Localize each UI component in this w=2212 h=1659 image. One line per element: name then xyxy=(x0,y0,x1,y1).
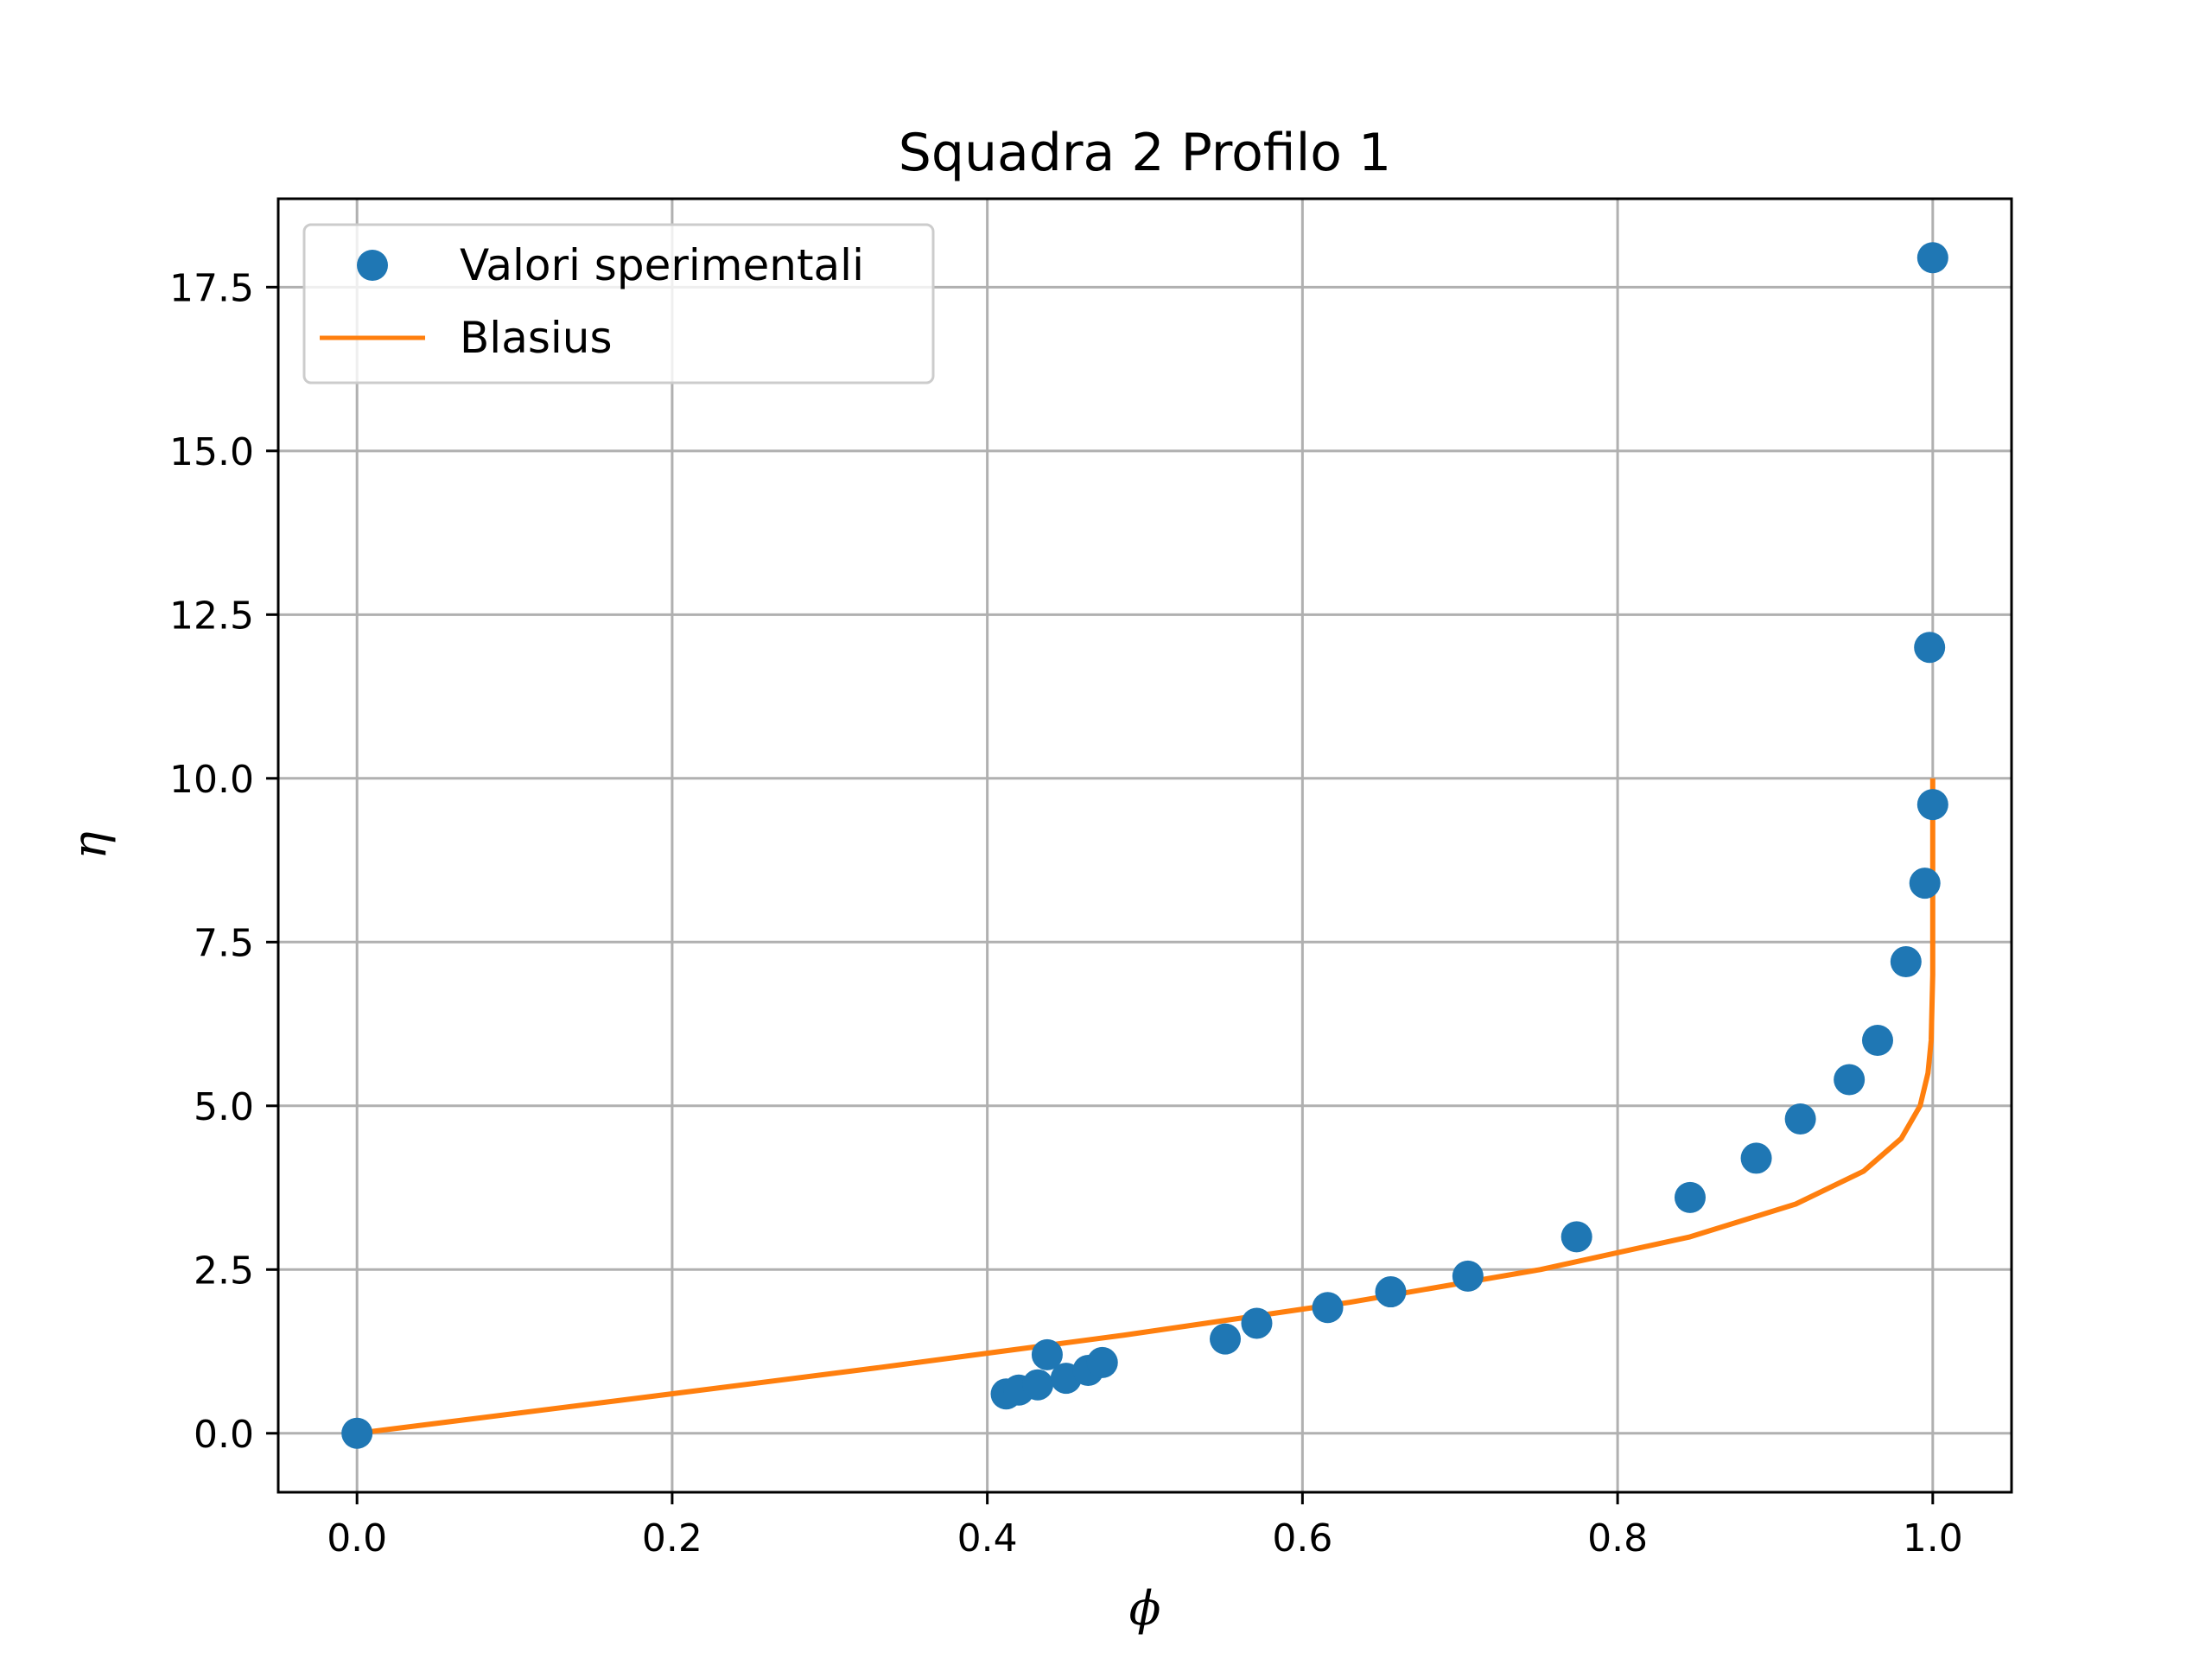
data-point xyxy=(1914,632,1946,664)
plot-frame xyxy=(276,197,2013,1494)
data-point xyxy=(1909,868,1941,899)
data-point xyxy=(1086,1346,1118,1378)
data-point xyxy=(1784,1103,1816,1135)
data-point xyxy=(1916,242,1948,274)
x-axis-label: ϕ xyxy=(1129,1581,1161,1636)
y-tick-label: 10.0 xyxy=(169,758,254,802)
grid xyxy=(278,199,2012,1492)
legend-label-blasius: Blasius xyxy=(460,313,613,363)
data-point xyxy=(341,1417,373,1449)
data-point xyxy=(1452,1260,1484,1292)
data-point xyxy=(1031,1338,1063,1370)
point-layer xyxy=(341,242,1948,1449)
x-tick-label: 0.0 xyxy=(327,1516,387,1560)
y-tick-label: 15.0 xyxy=(169,430,254,474)
data-point xyxy=(1375,1276,1407,1308)
y-tick-label: 17.5 xyxy=(169,266,254,310)
legend-marker-valori-sperimentali xyxy=(357,250,388,281)
y-tick-label: 2.5 xyxy=(194,1249,254,1293)
y-axis-ticks: 0.0 2.5 5.0 7.5 10.0 12.5 15.0 17.5 xyxy=(169,266,278,1457)
x-axis-ticks: 0.0 0.2 0.4 0.6 0.8 1.0 xyxy=(327,1492,1963,1560)
y-tick-label: 12.5 xyxy=(169,594,254,638)
line-layer xyxy=(356,778,1936,1436)
data-point xyxy=(1560,1221,1592,1253)
plot-area xyxy=(278,199,2012,1492)
data-point xyxy=(1740,1142,1772,1174)
data-point xyxy=(1210,1323,1242,1355)
series-line-blasius xyxy=(356,778,1936,1436)
data-point xyxy=(1312,1292,1344,1324)
data-point xyxy=(1861,1024,1893,1056)
x-tick-label: 0.4 xyxy=(957,1516,1018,1560)
legend-box xyxy=(302,223,935,385)
x-tick-label: 1.0 xyxy=(1903,1516,1963,1560)
x-tick-label: 0.6 xyxy=(1272,1516,1332,1560)
y-tick-label: 7.5 xyxy=(194,921,254,965)
data-point xyxy=(1021,1369,1053,1401)
data-point xyxy=(1241,1307,1273,1339)
legend: Valori sperimentali Blasius xyxy=(302,223,935,385)
data-point xyxy=(1890,946,1922,978)
x-tick-label: 0.8 xyxy=(1587,1516,1648,1560)
legend-label-valori-sperimentali: Valori sperimentali xyxy=(460,240,864,290)
chart-title: Squadra 2 Profilo 1 xyxy=(899,123,1391,183)
data-point xyxy=(1674,1181,1706,1213)
data-point xyxy=(1834,1064,1866,1096)
x-tick-label: 0.2 xyxy=(642,1516,702,1560)
y-axis-label: η xyxy=(62,831,117,859)
y-tick-label: 5.0 xyxy=(194,1085,254,1129)
data-point xyxy=(1916,789,1948,821)
y-tick-label: 0.0 xyxy=(194,1413,254,1457)
